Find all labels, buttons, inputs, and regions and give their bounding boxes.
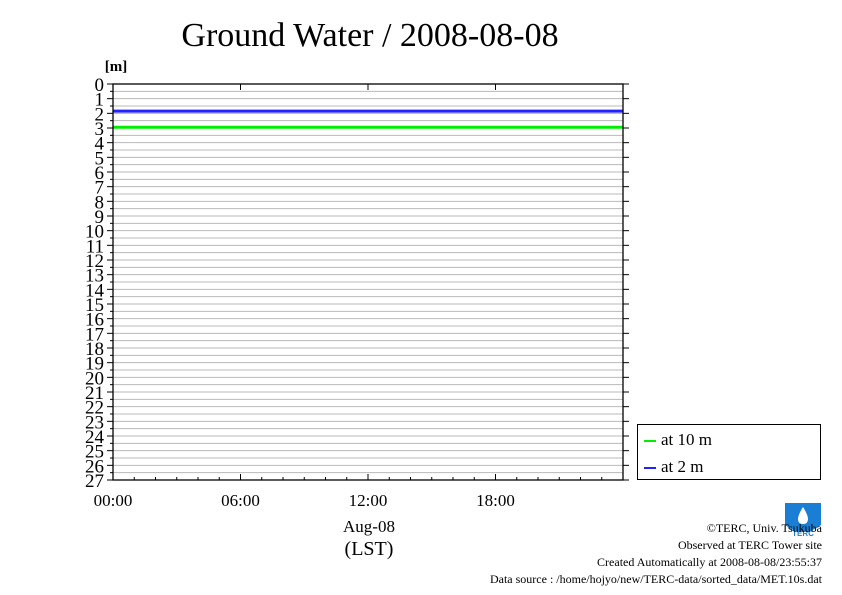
y-axis-label: [m] [105,59,128,75]
y-tick-label: 7 [95,178,105,199]
y-tick-label: 6 [95,163,105,184]
y-axis-ticks: 0123456789101112131415161718192021222324… [85,75,629,492]
footer-created: Created Automatically at 2008-08-08/23:5… [597,555,822,569]
y-tick-label: 8 [95,192,105,213]
x-axis-ticks: 00:00 06:00 12:00 18:00 [94,84,603,510]
legend: at 10 m at 2 m [637,424,821,480]
y-tick-label: 27 [85,471,104,492]
legend-label: at 10 m [661,430,712,449]
y-tick-label: 12 [85,251,104,272]
y-tick-label: 2 [95,104,105,125]
legend-swatch [644,440,656,443]
logo-text: TERC [792,529,814,538]
legend-label: at 2 m [661,457,704,476]
y-tick-label: 0 [95,75,105,96]
x-tick-label: 06:00 [221,491,260,510]
plot-frame [112,83,624,481]
y-tick-label: 1 [95,90,105,111]
y-tick-label: 11 [86,236,104,257]
y-tick-label: 25 [85,442,104,463]
y-tick-label: 18 [85,339,104,360]
y-tick-label: 23 [85,412,104,433]
y-tick-label: 16 [85,310,104,331]
y-tick-label: 19 [85,354,104,375]
y-tick-label: 26 [85,456,104,477]
x-axis-sublabel: (LST) [345,538,394,560]
y-tick-label: 10 [85,222,104,243]
grid-lines [113,90,623,474]
x-axis-label: Aug-08 [343,517,395,536]
x-tick-label: 00:00 [94,491,133,510]
footer-source: Data source : /home/hojyo/new/TERC-data/… [489,572,822,586]
y-tick-label: 15 [85,295,104,316]
y-tick-label: 22 [85,398,104,419]
legend-swatch [644,467,656,470]
footer-observed: Observed at TERC Tower site [677,538,822,552]
x-tick-label: 18:00 [476,491,515,510]
legend-item-at-2m: at 2 m [644,456,704,478]
chart-title: Ground Water / 2008-08-08 [181,17,558,54]
x-tick-label: 12:00 [349,491,388,510]
terc-logo: TERC [785,503,821,538]
series-lines [113,109,623,129]
y-tick-label: 24 [85,427,105,448]
legend-item-at-10m: at 10 m [644,429,712,451]
y-tick-label: 21 [85,383,104,404]
y-tick-label: 5 [95,148,105,169]
footer-copyright: ©TERC, Univ. Tsukuba [706,521,822,535]
y-tick-label: 9 [95,207,105,228]
y-tick-label: 14 [85,280,105,301]
y-tick-label: 17 [85,324,104,345]
y-tick-label: 4 [95,134,105,155]
y-tick-label: 20 [85,368,104,389]
y-tick-label: 3 [95,119,105,140]
y-tick-label: 13 [85,266,104,287]
